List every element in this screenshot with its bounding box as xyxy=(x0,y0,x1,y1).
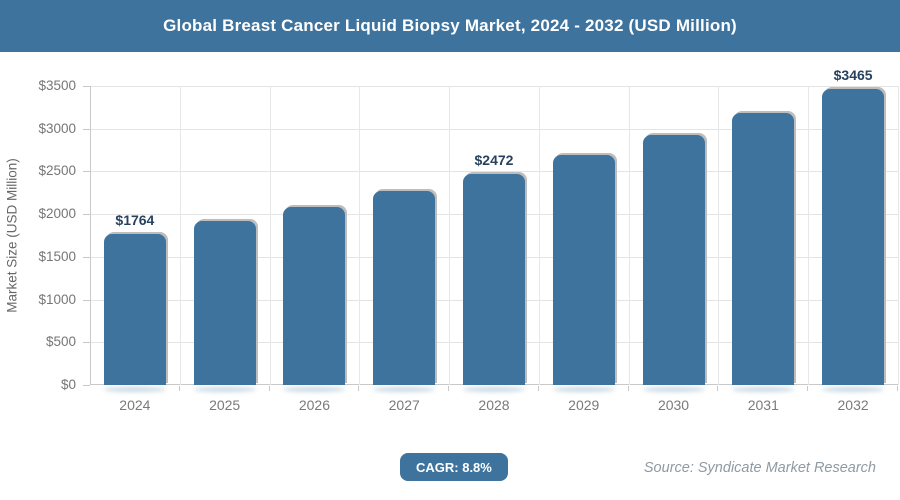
bar-reflection xyxy=(193,387,256,392)
x-tick-label-2024: 2024 xyxy=(119,397,151,413)
x-tick-mark xyxy=(717,386,719,391)
y-tick-label: $1000 xyxy=(38,291,76,307)
y-tick-mark xyxy=(83,86,90,87)
x-tick-label-2027: 2027 xyxy=(388,397,420,413)
y-tick-label: $2500 xyxy=(38,163,76,179)
y-tick-mark xyxy=(83,171,90,173)
x-gridline xyxy=(808,86,810,385)
x-tick-label-2026: 2026 xyxy=(298,397,330,413)
chart-title: Global Breast Cancer Liquid Biopsy Marke… xyxy=(163,16,737,35)
cagr-badge: CAGR: 8.8% xyxy=(400,453,508,481)
x-gridline xyxy=(718,86,720,385)
source-text: Source: Syndicate Market Research xyxy=(643,460,876,476)
x-tick-label-2025: 2025 xyxy=(209,397,241,413)
x-gridline xyxy=(359,86,361,385)
y-gridline xyxy=(91,86,899,87)
x-tick-mark xyxy=(448,386,450,391)
bar-value-label: $1764 xyxy=(115,212,155,229)
y-tick-label: $1500 xyxy=(38,248,76,264)
bar-reflection xyxy=(283,387,346,392)
y-tick-mark xyxy=(83,214,90,216)
x-tick-label-2032: 2032 xyxy=(837,397,869,413)
x-gridline xyxy=(269,86,271,385)
bar-2032 xyxy=(822,88,885,385)
bar-reflection xyxy=(103,387,166,392)
x-gridline xyxy=(898,86,899,385)
y-tick-mark xyxy=(83,385,90,386)
bar-2025 xyxy=(193,221,256,385)
x-tick-mark xyxy=(627,386,629,391)
bar-reflection xyxy=(373,387,436,392)
y-tick-label: $3000 xyxy=(38,120,76,136)
x-tick-label-2028: 2028 xyxy=(478,397,510,413)
x-tick-mark xyxy=(268,386,270,391)
x-tick-mark xyxy=(897,386,898,391)
bar-reflection xyxy=(642,387,705,392)
x-tick-mark xyxy=(178,386,180,391)
y-tick-label: $0 xyxy=(60,377,76,392)
x-tick-mark xyxy=(358,386,360,391)
bar-2031 xyxy=(732,112,795,385)
y-tick-mark xyxy=(83,299,90,301)
x-gridline xyxy=(449,86,451,385)
bar-reflection xyxy=(822,387,885,392)
bar-2026 xyxy=(283,206,346,385)
bar-2027 xyxy=(373,190,436,385)
x-gridline xyxy=(179,86,181,385)
bar-2028 xyxy=(463,173,525,385)
bar-2030 xyxy=(642,135,705,385)
y-tick-mark xyxy=(83,342,90,344)
bar-reflection xyxy=(552,387,615,392)
x-gridline xyxy=(628,86,630,385)
y-tick-label: $2000 xyxy=(38,206,76,222)
y-tick-label: $3500 xyxy=(38,78,76,93)
bar-reflection xyxy=(732,387,795,392)
chart-title-bar: Global Breast Cancer Liquid Biopsy Marke… xyxy=(0,0,900,52)
bar-value-label: $3465 xyxy=(833,66,873,83)
x-tick-label-2029: 2029 xyxy=(568,397,600,413)
x-tick-mark xyxy=(807,386,809,391)
y-tick-mark xyxy=(83,128,90,130)
x-tick-label-2030: 2030 xyxy=(657,397,690,413)
y-tick-mark xyxy=(83,256,90,258)
y-gridline xyxy=(91,128,899,130)
x-gridline xyxy=(538,86,540,385)
bar-reflection xyxy=(463,387,525,392)
x-tick-label-2031: 2031 xyxy=(747,397,779,413)
bar-value-label: $2472 xyxy=(474,151,514,168)
x-tick-mark xyxy=(537,386,539,391)
y-gridline xyxy=(91,171,899,173)
bar-2024 xyxy=(103,234,166,385)
y-tick-label: $500 xyxy=(45,334,76,350)
bar-2029 xyxy=(552,155,615,385)
